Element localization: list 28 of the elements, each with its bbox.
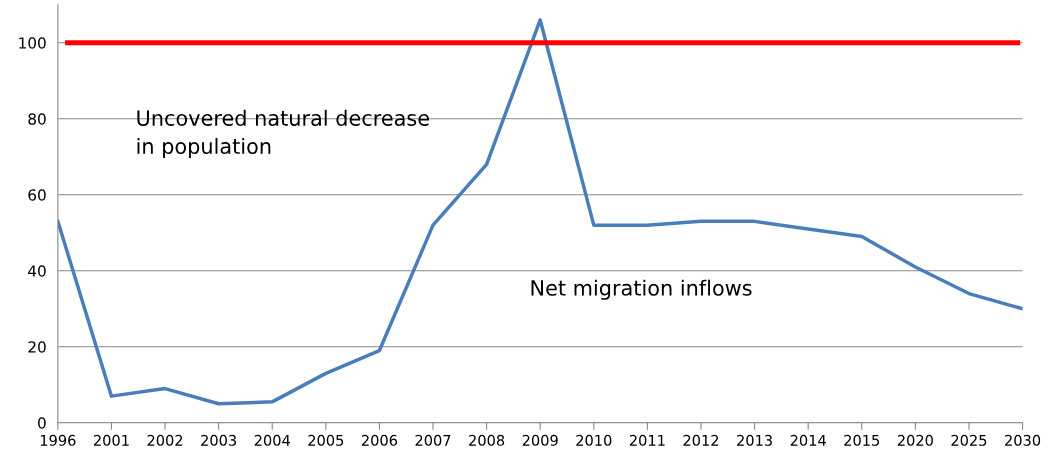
x-tick-label: 2001 — [93, 434, 129, 446]
x-tick-label: 2013 — [737, 434, 772, 446]
x-tick-label: 2009 — [522, 434, 558, 446]
x-tick-label: 2004 — [254, 434, 290, 446]
x-tick-label: 2030 — [1005, 434, 1041, 446]
x-tick-label: 2003 — [201, 434, 237, 446]
line-series — [57, 18, 1023, 406]
annotation: Uncovered natural decrease in population — [137, 109, 429, 159]
annotation: Net migration inflows — [531, 279, 752, 300]
y-tick-label: 80 — [28, 113, 46, 125]
x-tick-label: 2006 — [361, 434, 398, 446]
x-tick-label: 1996 — [40, 434, 76, 446]
y-tick-label: 20 — [28, 341, 46, 353]
y-tick-label: 60 — [28, 189, 46, 201]
y-tick-label: 0 — [38, 417, 46, 429]
y-tick-label: 100 — [19, 37, 46, 49]
x-tick-label: 2005 — [308, 434, 344, 446]
x-tick-label: 2025 — [951, 434, 987, 446]
x-tick-label: 2011 — [629, 434, 665, 446]
x-tick-label: 2002 — [147, 434, 183, 446]
x-tick-label: 2020 — [897, 434, 933, 446]
x-tick-label: 2015 — [844, 434, 880, 446]
x-tick-label: 2007 — [415, 434, 451, 446]
x-tick-label: 2010 — [576, 434, 612, 446]
x-tick-label: 2012 — [683, 434, 719, 446]
y-tick-label: 40 — [28, 265, 46, 277]
x-tick-label: 2014 — [790, 434, 826, 446]
x-tick-label: 2008 — [469, 434, 505, 446]
